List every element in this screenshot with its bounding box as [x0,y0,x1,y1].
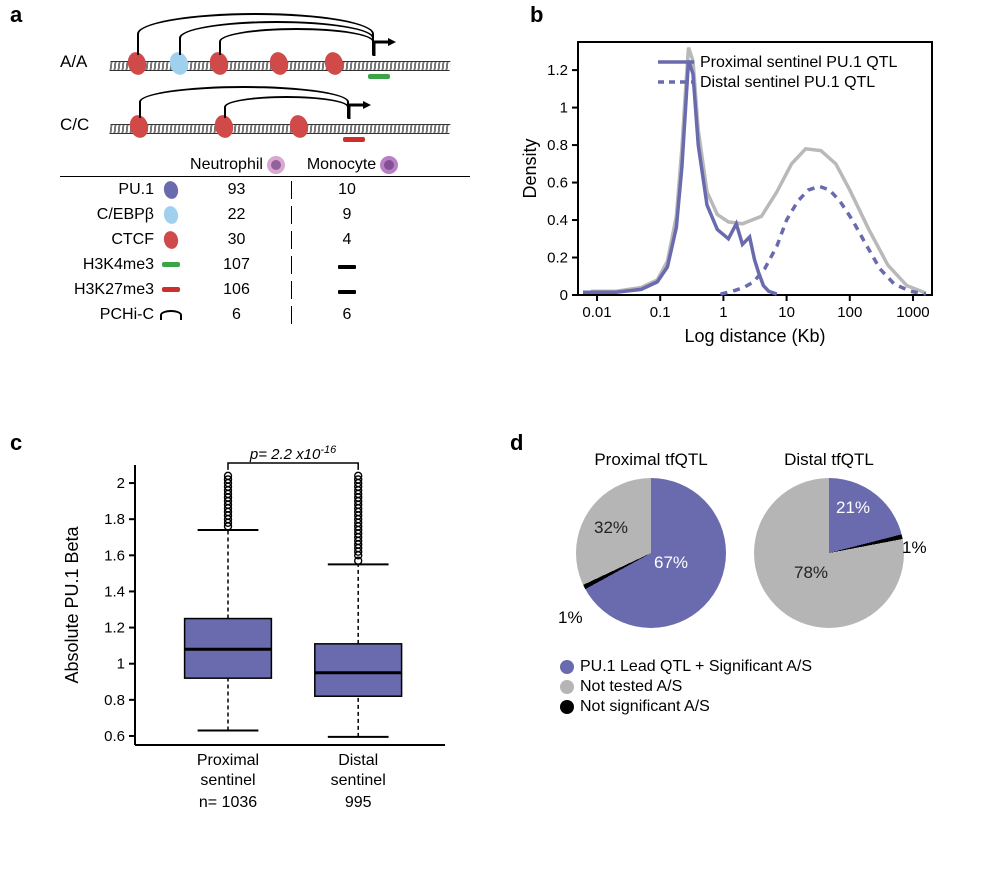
legend-row: H3K4me3107 [60,252,470,277]
pie-title: Proximal tfQTL [576,450,726,470]
xtick: 0.01 [582,304,611,321]
svg-text:1.2: 1.2 [104,620,125,637]
svg-text:0.6: 0.6 [104,728,125,745]
svg-text:Proximal: Proximal [197,752,259,769]
xtick: 1000 [896,304,929,321]
panel-a: A/A C/C Neutrophil MonocytePU.19310C/EBP… [60,30,470,327]
legend-row: H3K27me3106 [60,277,470,302]
xtick: 10 [778,304,795,321]
pie-slice-label: 21% [836,498,870,518]
legend-distal: Distal sentinel PU.1 QTL [700,74,875,91]
svg-text:1: 1 [117,656,125,673]
svg-text:Distal: Distal [338,752,378,769]
svg-text:1.4: 1.4 [104,583,125,600]
legend-d-row: PU.1 Lead QTL + Significant A/S [560,658,960,676]
panel-label-c: c [10,430,22,456]
allele-diagram-bottom: C/C [60,93,470,148]
allele-diagram-top: A/A [60,30,470,85]
legend-row: PU.19310 [60,177,470,202]
ytick: 0.8 [547,137,568,154]
xtick: 1 [719,304,727,321]
pie-slice-label: 1% [902,538,927,558]
legend-d-row: Not significant A/S [560,698,960,716]
svg-text:995: 995 [345,794,372,811]
boxplot-svg: 0.6 0.8 1 1.2 1.4 1.6 1.8 2 p= 2.2 x10-16 Proxima… [60,440,460,840]
pie-wrap: Distal tfQTL 21%1%78% [754,450,904,628]
svg-text:1.8: 1.8 [104,511,125,528]
ytick: 0.4 [547,212,568,229]
pie-chart: 67%1%32% [576,478,726,628]
density-proximal [583,61,777,294]
panel-label-b: b [530,2,543,28]
panel-label-a: a [10,2,22,28]
col-monocyte: Monocyte [295,156,410,174]
svg-text:n= 1036: n= 1036 [199,794,257,811]
ytick: 0.6 [547,175,568,192]
legend-table: Neutrophil MonocytePU.19310C/EBPβ229CTCF… [60,156,470,327]
tss-arrow [370,38,398,63]
panel-b-density-plot: 0 0.2 0.4 0.6 0.8 1 1.2 0.01 0.1 1 10 100 1000 Proxim… [520,30,950,370]
ytick: 1.2 [547,62,568,79]
tss-arrow [345,101,373,126]
legend-row: C/EBPβ229 [60,202,470,227]
x-label: Log distance (Kb) [684,326,825,346]
density-chart-svg: 0 0.2 0.4 0.6 0.8 1 1.2 0.01 0.1 1 10 100 1000 Proxim… [520,30,950,350]
legend-row: CTCF304 [60,227,470,252]
box [315,644,402,696]
svg-text:0.8: 0.8 [104,692,125,709]
xtick: 100 [837,304,862,321]
svg-text:2: 2 [117,475,125,492]
panel-d-pies: Proximal tfQTL67%1%32%Distal tfQTL21%1%7… [520,440,960,840]
pie-slice-label: 32% [594,518,628,538]
col-neutrophil: Neutrophil [180,156,295,174]
ytick: 1 [560,100,568,117]
allele-label: A/A [60,52,87,72]
p-value: p= 2.2 x10-16 [249,444,337,463]
pie-slice-label: 1% [558,608,583,628]
legend-proximal: Proximal sentinel PU.1 QTL [700,54,898,71]
legend-d-row: Not tested A/S [560,678,960,696]
y-label: Absolute PU.1 Beta [62,525,82,683]
pie-wrap: Proximal tfQTL 67%1%32% [576,450,726,628]
ytick: 0.2 [547,250,568,267]
pie-chart: 21%1%78% [754,478,904,628]
legend-d: PU.1 Lead QTL + Significant A/S Not teste… [560,658,960,716]
allele-label: C/C [60,115,89,135]
legend-header: Neutrophil Monocyte [60,156,470,177]
panel-c-boxplot: 0.6 0.8 1 1.2 1.4 1.6 1.8 2 p= 2.2 x10-16 Proxima… [60,440,480,840]
pie-slice-label: 67% [654,553,688,573]
svg-text:sentinel: sentinel [200,772,255,789]
svg-text:sentinel: sentinel [331,772,386,789]
ytick: 0 [560,287,568,304]
legend-row: PCHi-C66 [60,302,470,327]
pie-slice-label: 78% [794,563,828,583]
xtick: 0.1 [650,304,671,321]
pie-row: Proximal tfQTL67%1%32%Distal tfQTL21%1%7… [520,450,960,628]
svg-text:1.6: 1.6 [104,547,125,564]
y-label: Density [520,138,540,198]
pie-title: Distal tfQTL [754,450,904,470]
